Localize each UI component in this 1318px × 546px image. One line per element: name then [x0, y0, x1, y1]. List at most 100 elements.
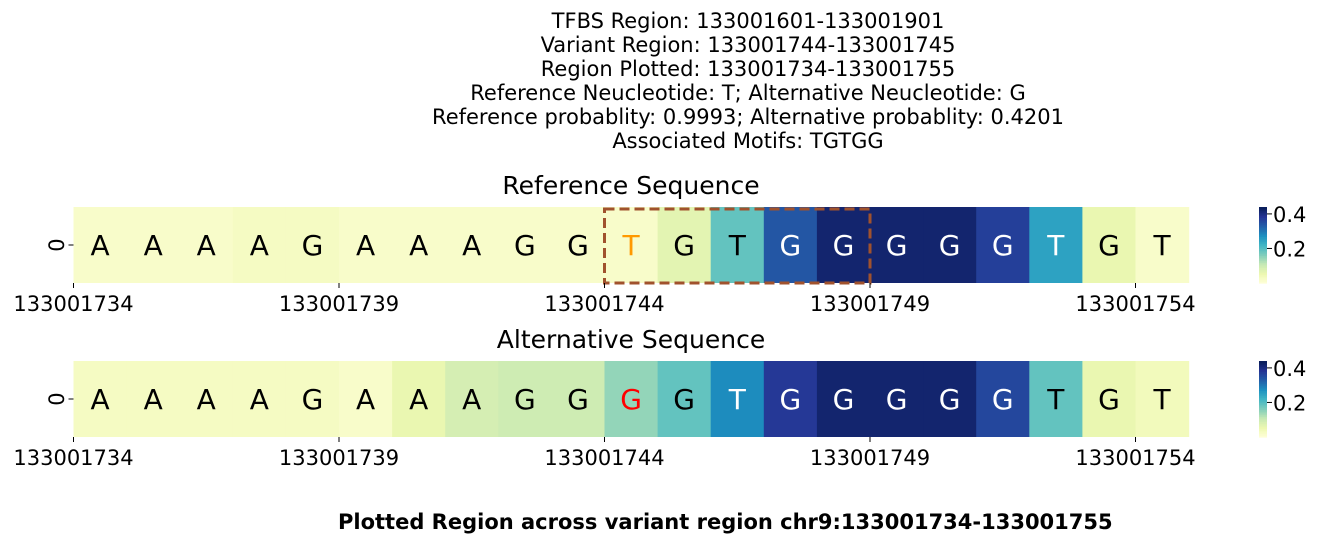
ref-heat-cell [179, 207, 234, 283]
alt-heat-cell [1082, 361, 1137, 437]
ref-heat-cell [392, 207, 446, 283]
alt-colorbar-segment [1259, 431, 1267, 435]
alt-colorbar-segment [1259, 388, 1267, 391]
alt-nucleotide-label: T [1152, 383, 1171, 416]
chart-header: TFBS Region: 133001601-133001901 Variant… [200, 9, 1296, 153]
ref-nucleotide-label: A [250, 229, 269, 262]
ref-nucleotide-label: G [833, 229, 855, 262]
alt-nucleotide-label: G [992, 383, 1014, 416]
ref-heat-cell [285, 207, 340, 283]
alt-heat-cell [392, 361, 446, 437]
ref-colorbar-segment [1259, 239, 1267, 243]
ref-nucleotide-label: A [90, 229, 109, 262]
alt-nucleotide-label: G [302, 383, 324, 416]
ref-nucleotide-label: G [992, 229, 1014, 262]
alt-colorbar-segment [1259, 418, 1267, 421]
alt-colorbar-segment [1259, 423, 1267, 426]
ref-nucleotide-label: A [462, 229, 481, 262]
header-line-motifs: Associated Motifs: TGTGG [612, 129, 884, 153]
alt-colorbar-segment [1259, 366, 1267, 369]
alt-colorbar-segment [1259, 411, 1267, 414]
alt-heat-cell [285, 361, 340, 437]
alt-heat-cell [339, 361, 393, 437]
ref-colorbar-segment [1259, 226, 1267, 229]
ref-nucleotide-label: T [728, 229, 747, 262]
alt-panel-title: Alternative Sequence [497, 325, 765, 354]
alt-colorbar-segment [1259, 424, 1267, 428]
alt-nucleotide-label: A [356, 383, 375, 416]
ref-nucleotide-label: T [1152, 229, 1171, 262]
alt-colorbar-tick-label: 0.2 [1273, 391, 1306, 415]
alt-colorbar-segment [1259, 371, 1267, 374]
alt-heat-cell [498, 361, 552, 437]
ref-colorbar-segment [1259, 219, 1267, 222]
alt-colorbar-tick-label: 0.4 [1273, 357, 1306, 381]
ref-colorbar-segment [1259, 212, 1267, 215]
ref-colorbar-segment [1259, 248, 1267, 251]
alt-xtick-label: 133001749 [810, 446, 930, 470]
ref-xtick-label: 133001754 [1075, 292, 1195, 316]
ref-colorbar-segment [1259, 246, 1267, 250]
alt-heat-cell [763, 361, 818, 437]
ref-colorbar-segment [1259, 260, 1267, 263]
ref-heat-cell [763, 207, 818, 283]
ref-colorbar-segment [1259, 227, 1267, 231]
ref-colorbar-segment [1259, 281, 1267, 284]
alt-colorbar-segment [1259, 393, 1267, 397]
alt-colorbar-segment [1259, 376, 1267, 379]
ref-ytick-label: 0 [45, 238, 69, 251]
ref-heat-cell [126, 207, 181, 283]
ref-colorbar-tick-label: 0.4 [1273, 203, 1306, 227]
ref-colorbar-segment [1259, 210, 1267, 213]
alt-colorbar-segment [1259, 402, 1267, 405]
alt-heat-cell [179, 361, 234, 437]
alt-nucleotide-label: G [673, 383, 695, 416]
ref-xtick-label: 133001739 [279, 292, 399, 316]
ref-colorbar-segment [1259, 264, 1267, 267]
ref-nucleotide-label: A [144, 229, 163, 262]
ref-colorbar-segment [1259, 274, 1267, 277]
alt-ytick-label: 0 [45, 392, 69, 405]
alt-colorbar-segment [1259, 395, 1267, 398]
ref-heat-cell [870, 207, 924, 283]
ref-heat-cell [976, 207, 1030, 283]
alt-colorbar-segment [1259, 433, 1267, 436]
alt-colorbar-segment [1259, 405, 1267, 409]
plotted-region-footer: Plotted Region across variant region chr… [338, 510, 1113, 534]
header-line-probabilities: Reference probablity: 0.9993; Alternativ… [432, 105, 1064, 129]
alt-colorbar-segment [1259, 407, 1267, 410]
ref-colorbar-segment [1259, 257, 1267, 260]
alt-colorbar-segment [1259, 367, 1267, 371]
ref-heat-cell [1029, 207, 1083, 283]
alt-colorbar-segment [1259, 361, 1267, 364]
ref-colorbar-segment [1259, 243, 1267, 246]
alt-xtick-label: 133001734 [13, 446, 133, 470]
alt-nucleotide-label: G [833, 383, 855, 416]
alt-colorbar-segment [1259, 435, 1267, 438]
alt-nucleotide-label: G [1098, 383, 1120, 416]
ref-colorbar-segment [1259, 208, 1267, 212]
ref-colorbar-segment [1259, 220, 1267, 224]
alt-xtick-label: 133001744 [544, 446, 664, 470]
ref-nucleotide-label: G [567, 229, 589, 262]
alt-colorbar-segment [1259, 404, 1267, 407]
ref-heat-cell [498, 207, 552, 283]
alt-colorbar-segment [1259, 409, 1267, 412]
alt-heat-cell [1029, 361, 1083, 437]
alt-colorbar-segment [1259, 383, 1267, 386]
alt-heat-cell [604, 361, 659, 437]
alt-colorbar-segment [1259, 380, 1267, 383]
alt-colorbar-segment [1259, 419, 1267, 423]
ref-colorbar-segment [1259, 231, 1267, 234]
ref-nucleotide-label: A [197, 229, 216, 262]
ref-colorbar-tick-label: 0.2 [1273, 237, 1306, 261]
ref-colorbar-segment [1259, 215, 1267, 218]
ref-heat-cell [604, 207, 659, 283]
alt-heat-cell [710, 361, 765, 437]
alt-colorbar-segment [1259, 374, 1267, 378]
ref-colorbar-segment [1259, 232, 1267, 236]
alt-colorbar-segment [1259, 414, 1267, 417]
alt-colorbar-segment [1259, 385, 1267, 388]
ref-nucleotide-label: G [673, 229, 695, 262]
alt-nucleotide-label: T [728, 383, 747, 416]
